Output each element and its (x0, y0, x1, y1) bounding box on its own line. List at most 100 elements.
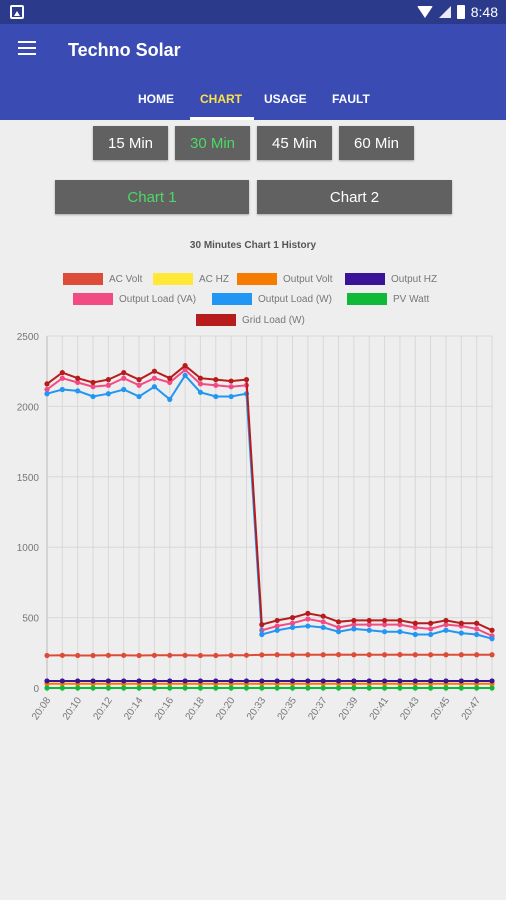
interval-30-button[interactable]: 30 Min (175, 126, 250, 160)
x-tick-label: 20:41 (368, 695, 392, 722)
data-point-grid-load-w (474, 620, 480, 626)
tab-home[interactable]: HOME (138, 92, 174, 106)
data-point-output-load-va (121, 375, 127, 381)
data-point-output-load-w (197, 389, 204, 395)
data-point-output-hz (289, 678, 296, 684)
legend-label: Grid Load (W) (242, 314, 305, 326)
data-point-grid-load-w (366, 617, 372, 624)
tab-fault[interactable]: FAULT (332, 92, 370, 106)
tab-usage[interactable]: USAGE (264, 92, 307, 106)
data-point-output-load-va (151, 375, 158, 381)
data-point-grid-load-w (381, 617, 388, 624)
legend-label: Output HZ (391, 273, 438, 285)
legend-swatch (196, 314, 236, 326)
data-point-output-hz (243, 678, 250, 684)
x-tick-label: 20:18 (184, 695, 208, 722)
data-point-ac-volt (228, 652, 234, 658)
app-title: Techno Solar (68, 40, 181, 60)
data-point-output-load-w (259, 631, 265, 638)
data-point-output-load-va (428, 626, 434, 632)
wifi-icon (416, 6, 433, 18)
x-tick-label: 20:47 (460, 695, 484, 722)
data-point-ac-volt (105, 652, 111, 658)
interval-15-button[interactable]: 15 Min (93, 126, 168, 160)
data-point-output-load-va (90, 384, 96, 390)
data-point-output-load-va (44, 386, 50, 393)
status-bar: 8:48 (0, 0, 506, 24)
battery-icon (456, 5, 465, 19)
data-point-pv-watt (289, 685, 296, 691)
data-point-pv-watt (274, 685, 280, 691)
tab-chart[interactable]: CHART (200, 92, 242, 106)
legend-item-ac-hz: AC HZ (153, 272, 229, 286)
data-point-output-load-w (243, 391, 250, 397)
data-point-ac-hz (121, 678, 127, 684)
data-point-ac-hz (397, 678, 403, 684)
data-point-ac-volt (335, 652, 342, 658)
data-point-output-volt (182, 681, 188, 687)
data-point-grid-load-w (428, 620, 434, 626)
data-point-ac-hz (44, 678, 50, 684)
y-tick-label: 1500 (17, 473, 40, 484)
legend-item-grid-load: Grid Load (W) (196, 313, 305, 327)
data-point-output-volt (474, 681, 480, 687)
data-point-output-load-w (44, 391, 50, 397)
data-point-output-volt (243, 681, 250, 687)
data-point-output-load-w (75, 388, 81, 394)
data-point-output-volt (366, 681, 372, 687)
data-point-output-hz (182, 678, 188, 684)
data-point-ac-volt (366, 652, 372, 658)
data-point-output-volt (351, 681, 357, 687)
data-point-output-hz (335, 678, 342, 684)
data-point-grid-load-w (335, 619, 342, 625)
legend-label: AC HZ (199, 273, 229, 285)
legend-item-ac-volt: AC Volt (63, 272, 142, 286)
data-point-output-load-w (428, 631, 434, 638)
data-point-ac-hz (136, 678, 142, 684)
data-point-output-load-w (213, 393, 219, 400)
data-point-pv-watt (366, 685, 372, 691)
data-point-output-hz (151, 678, 158, 684)
data-point-ac-hz (412, 678, 418, 684)
legend-label: PV Watt (393, 293, 430, 305)
data-point-grid-load-w (90, 379, 96, 386)
data-point-output-volt (151, 681, 158, 687)
data-point-output-hz (44, 678, 50, 684)
data-point-pv-watt (443, 685, 449, 691)
data-point-output-volt (320, 681, 326, 687)
x-tick-label: 20:16 (153, 695, 177, 722)
data-point-output-volt (397, 681, 403, 687)
data-point-ac-volt (443, 652, 449, 658)
interval-45-button[interactable]: 45 Min (257, 126, 332, 160)
data-point-output-volt (167, 681, 173, 687)
data-point-ac-volt (243, 652, 250, 658)
data-point-grid-load-w (105, 377, 111, 383)
y-tick-label: 500 (22, 614, 39, 625)
legend-item-output-load-va: Output Load (VA) (73, 292, 196, 306)
legend-label: Output Volt (283, 273, 333, 285)
data-point-output-hz (121, 678, 127, 684)
data-point-ac-hz (489, 678, 495, 684)
data-point-output-volt (197, 681, 204, 687)
data-point-ac-volt (259, 652, 265, 658)
data-point-ac-hz (289, 678, 296, 684)
data-point-pv-watt (136, 685, 142, 691)
data-point-grid-load-w (228, 378, 234, 384)
image-notification-icon (10, 5, 24, 19)
data-point-output-volt (412, 681, 418, 687)
chart-1-button[interactable]: Chart 1 (55, 180, 249, 214)
interval-60-button[interactable]: 60 Min (339, 126, 414, 160)
menu-icon[interactable] (18, 41, 36, 55)
chart-title: 30 Minutes Chart 1 History (189, 240, 317, 251)
data-point-output-hz (474, 678, 480, 684)
data-point-ac-volt (90, 652, 96, 659)
data-point-pv-watt (381, 685, 388, 691)
y-tick-label: 2500 (17, 332, 40, 343)
data-point-output-volt (228, 681, 234, 687)
data-point-ac-hz (105, 678, 111, 684)
data-point-output-load-w (412, 631, 418, 638)
chart-2-button[interactable]: Chart 2 (257, 180, 452, 214)
data-point-output-hz (105, 678, 111, 684)
data-point-output-hz (443, 678, 449, 684)
